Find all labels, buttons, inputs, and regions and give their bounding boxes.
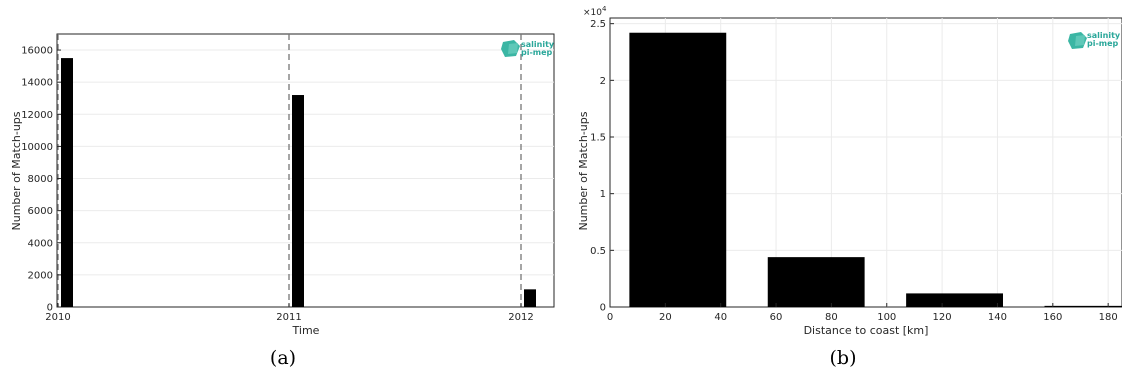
panel-b-logo-line2: pi-mep — [1087, 39, 1119, 48]
panel-a-x-tick-label: 2012 — [508, 312, 533, 323]
panel-a-y-tick-label: 8000 — [28, 174, 53, 185]
panel-a-x-tick-label: 2010 — [45, 312, 70, 323]
panel-a-plot-area — [56, 33, 555, 308]
panel-a-y-ticks: 0 2000 4000 6000 8000 10000 12000 14000 16000 — [21, 46, 61, 314]
panel-a-logo-icon-highlight — [508, 43, 518, 54]
panel-b-x-tick-label: 140 — [988, 312, 1007, 323]
panel-a-x-axis-label: Time — [292, 324, 320, 337]
panel-a-y-tick-label: 14000 — [21, 78, 53, 89]
panel-a-bar-2010 — [61, 58, 73, 308]
panel-a-bar-2012 — [524, 289, 536, 307]
panel-a-x-ticks: 2010 2011 2012 — [45, 303, 534, 323]
panel-b-x-tick-label: 80 — [825, 312, 838, 323]
panel-b-bars — [629, 32, 1122, 307]
panel-a-y-tick-label: 6000 — [28, 206, 53, 217]
panel-b-bar-1 — [767, 257, 865, 307]
panel-b-x-axis-label: Distance to coast [km] — [804, 324, 929, 337]
panel-a-bar-2011 — [292, 95, 304, 307]
panel-a-grid — [57, 49, 554, 276]
panel-b-x-tick-label: 100 — [877, 312, 896, 323]
panel-a-y-tick-label: 0 — [47, 303, 53, 314]
panel-a-x-tick-label: 2011 — [276, 312, 301, 323]
panel-b-x-tick-label: 60 — [770, 312, 783, 323]
panel-b-chart: 0 0.5 1 1.5 2 2.5 0 20 40 60 80 100 120 140 160 180 ×1… — [577, 5, 1122, 369]
panel-b-y-multiplier-base: ×10 — [583, 8, 602, 18]
panel-b-y-tick-label: 1 — [600, 189, 606, 200]
panel-b-logo-line1: salinity — [1087, 31, 1121, 40]
panel-b-logo: salinity pi-mep — [1068, 31, 1121, 49]
panel-b-x-tick-label: 20 — [659, 312, 672, 323]
panel-a-year-markers — [57, 34, 522, 307]
panel-a-caption: (a) — [270, 347, 296, 369]
panel-b-caption: (b) — [830, 347, 857, 369]
panel-a-y-tick-label: 4000 — [28, 238, 53, 249]
panel-a-y-tick-label: 16000 — [21, 46, 53, 57]
panel-b-x-tick-label: 40 — [714, 312, 727, 323]
panel-a-logo: salinity pi-mep — [501, 40, 555, 57]
panel-b-logo-icon-highlight — [1075, 35, 1085, 46]
panel-b-x-tick-label: 0 — [607, 312, 613, 323]
panel-a-y-axis-label: Number of Match-ups — [10, 111, 23, 230]
panel-b-bar-0 — [629, 32, 727, 307]
panel-b-x-tick-label: 160 — [1043, 312, 1062, 323]
panel-a-chart: 0 2000 4000 6000 8000 10000 12000 14000 16000 20… — [10, 33, 555, 369]
panel-a-logo-line2: pi-mep — [521, 48, 553, 57]
panel-b-y-tick-label: 1.5 — [590, 133, 606, 144]
panel-b-y-axis-label: Number of Match-ups — [577, 111, 590, 230]
panel-a-y-tick-label: 12000 — [21, 110, 53, 121]
panel-b-y-multiplier: ×104 — [583, 5, 607, 18]
panel-b-y-tick-label: 0.5 — [590, 246, 606, 257]
panel-a-logo-line1: salinity — [521, 40, 555, 49]
panel-b-bar-3 — [1044, 305, 1122, 307]
panel-b-x-tick-label: 180 — [1099, 312, 1118, 323]
panel-b-x-ticks: 0 20 40 60 80 100 120 140 160 180 — [607, 303, 1118, 323]
panel-b-y-tick-label: 0 — [600, 303, 606, 314]
panel-b-y-ticks: 0 0.5 1 1.5 2 2.5 — [590, 19, 614, 314]
panel-b-y-multiplier-exponent: 4 — [602, 5, 607, 13]
panel-b-x-tick-label: 120 — [933, 312, 952, 323]
panel-a-y-tick-label: 2000 — [28, 270, 53, 281]
panel-b-bar-2 — [906, 293, 1003, 307]
panel-b-y-tick-label: 2 — [600, 76, 606, 87]
panel-a-bars — [61, 58, 536, 308]
panel-b-y-tick-label: 2.5 — [590, 19, 606, 30]
panel-a-y-tick-label: 10000 — [21, 142, 53, 153]
